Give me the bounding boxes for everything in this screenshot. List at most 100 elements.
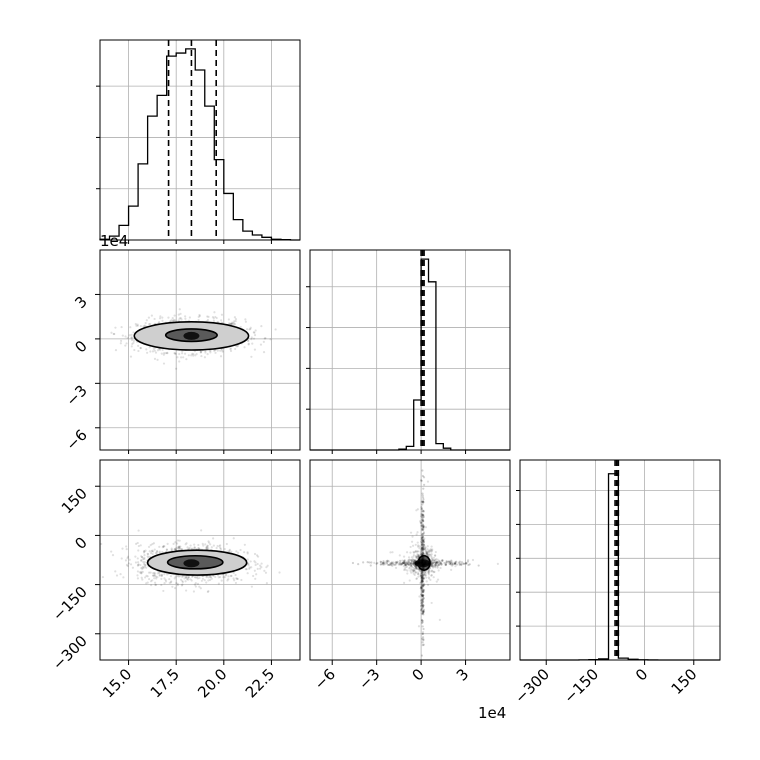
sample-point [192,590,196,593]
sample-point [421,510,424,513]
sample-point [438,562,441,565]
sample-point [246,558,249,561]
sample-point [207,590,210,593]
sample-point [421,570,424,573]
sample-point [153,357,157,361]
sample-point [390,562,393,565]
sample-point [418,595,421,598]
sample-point [415,567,418,570]
sample-point [173,548,176,551]
sample-point [462,562,465,565]
sample-point [420,524,423,527]
sample-point [421,559,424,562]
sample-point [415,567,418,570]
sample-point [421,554,424,557]
sample-point [177,547,180,550]
sample-point [422,568,425,571]
sample-point [140,559,143,562]
sample-point [203,356,207,359]
hist-3-frame [519,459,721,661]
sample-point [177,545,181,549]
sample-point [415,533,418,536]
sample-point [206,318,210,322]
sample-point [434,554,437,557]
sample-point [156,358,159,361]
sample-point [422,643,425,646]
sample-point [422,584,425,587]
sample-point [424,564,427,567]
sample-point [411,535,414,538]
sample-point [255,554,259,557]
sample-point [447,560,450,563]
scatter-2-1-points [110,308,277,370]
sample-point [220,579,223,582]
sample-point [254,577,257,580]
sample-point [181,575,184,579]
sample-point [131,566,135,569]
sample-point [172,542,175,545]
sample-point [414,565,417,568]
param3-tick-label: −150 [560,665,602,707]
sample-point [404,565,407,569]
sample-point [254,329,257,332]
sample-point [412,563,415,566]
sample-point [402,555,406,558]
sample-point [379,560,383,564]
sample-point [401,562,404,565]
sample-point [174,547,177,550]
sample-point [421,589,425,592]
sample-point [390,561,394,564]
sample-point [424,546,427,549]
sample-point [424,571,427,575]
sample-point [149,322,152,326]
sample-point [143,563,147,566]
sample-point [457,561,460,564]
sample-point [434,561,438,565]
sample-point [421,598,424,601]
sample-point [431,561,434,564]
sample-point [139,324,142,328]
sample-point [147,316,151,319]
sample-point [161,319,164,322]
sample-point [405,560,408,563]
sample-point [229,348,232,351]
sample-point [416,555,419,558]
sample-point [153,573,156,577]
sample-point [422,526,425,529]
sample-point [420,585,423,589]
sample-point [410,563,413,566]
sample-point [421,539,424,542]
sample-point [422,584,425,587]
sample-point [187,547,190,551]
sample-point [422,531,426,534]
sample-point [430,564,434,567]
sample-point [414,554,417,558]
sample-point [427,573,431,576]
sample-point [158,550,161,553]
sample-point [247,342,250,345]
sample-point [420,560,424,564]
sample-point [233,579,236,582]
sample-point [440,562,443,566]
sample-point [422,501,425,504]
sample-point [178,575,182,578]
sample-point [269,338,272,341]
sample-point [214,351,217,354]
sample-point [421,567,425,570]
sample-point [430,564,433,567]
sample-point [424,561,427,564]
sample-point [422,543,426,546]
sample-point [418,568,421,572]
hist-2-frame [309,249,511,451]
sample-point [411,544,415,547]
sample-point [126,336,129,339]
sample-point [423,557,426,560]
sample-point [130,336,133,339]
sample-point [429,563,432,566]
sample-point [250,336,253,339]
sample-point [421,606,424,609]
sample-point [436,561,439,564]
sample-point [414,565,417,568]
sample-point [150,314,153,317]
sample-point [142,550,146,553]
